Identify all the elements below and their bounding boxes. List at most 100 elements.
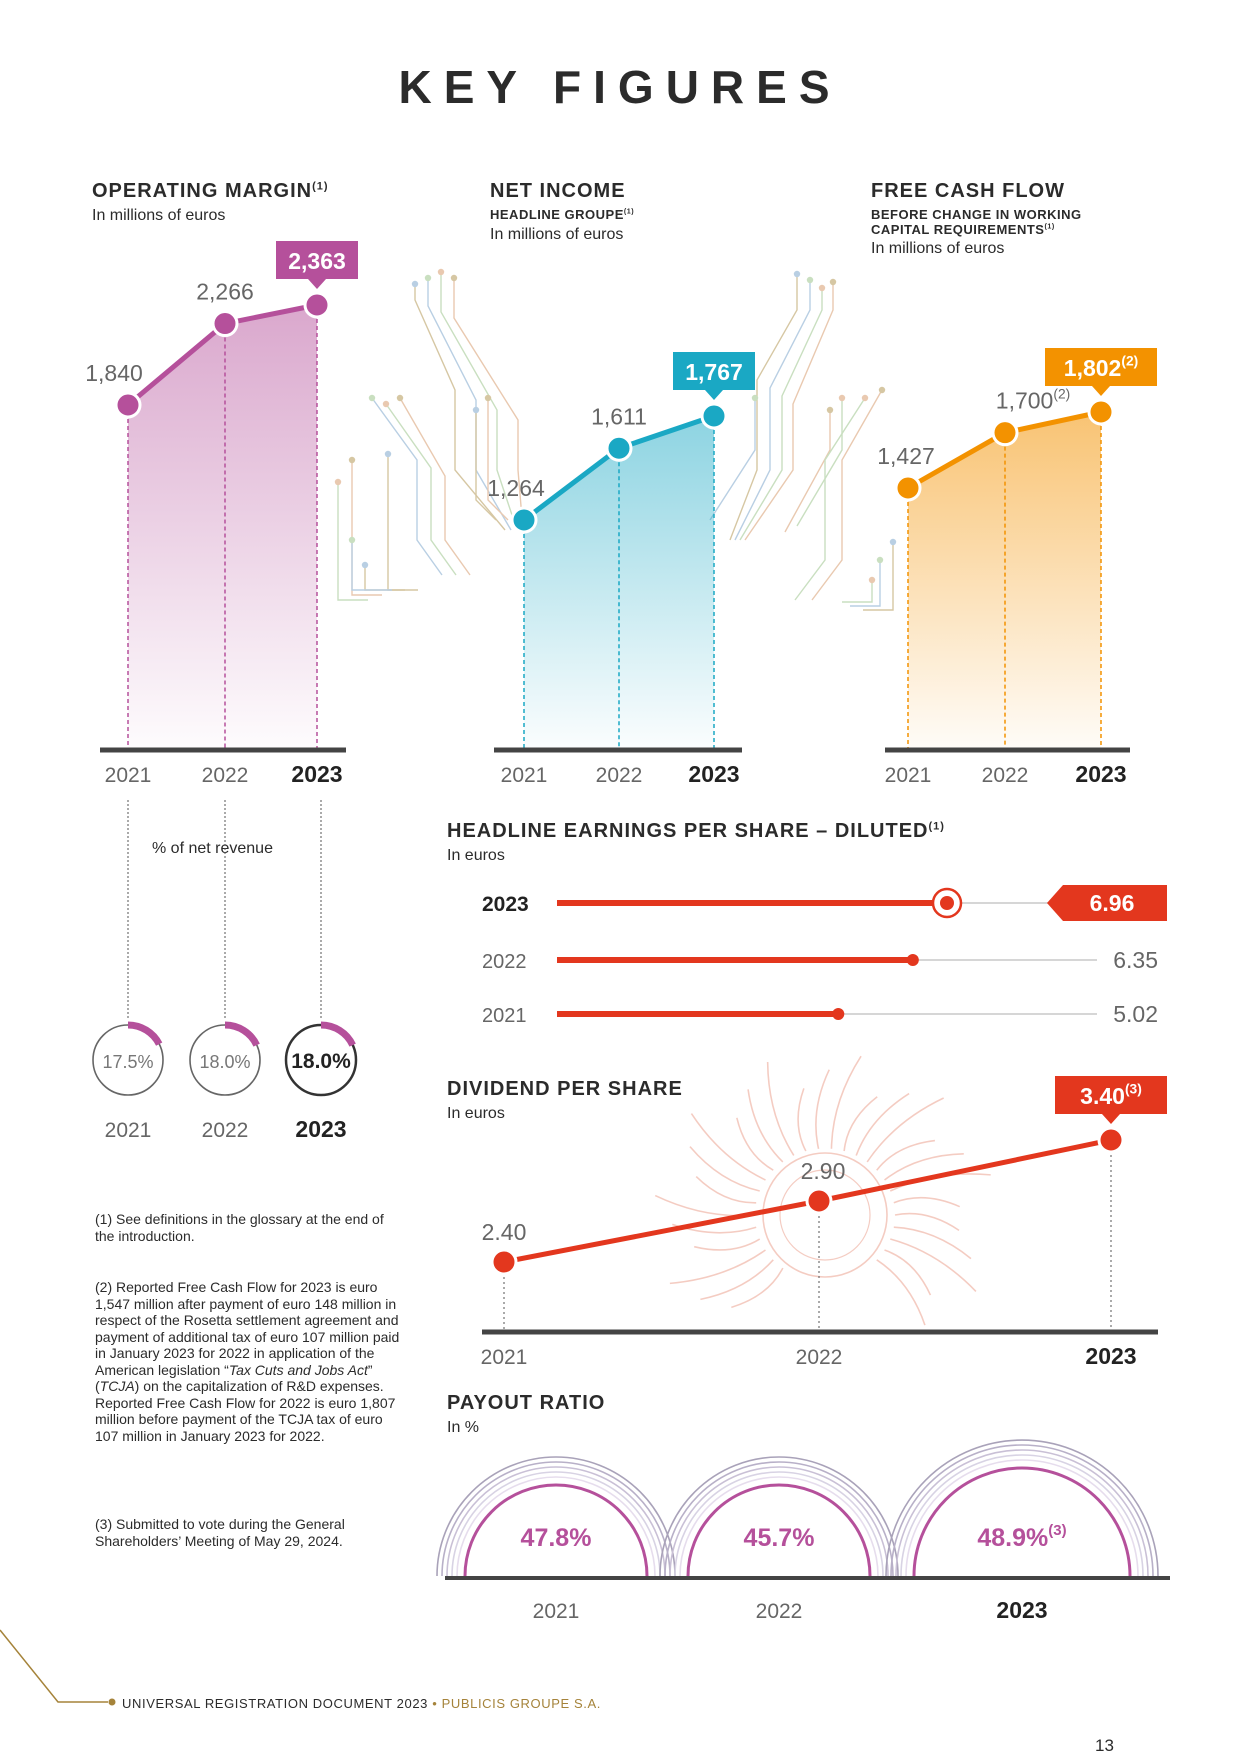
payout_ratio-halo — [451, 1471, 661, 1577]
fcf-subtitle-line2: CAPITAL REQUIREMENTS — [871, 222, 1045, 237]
fcf-header: FREE CASH FLOW BEFORE CHANGE IN WORKING … — [871, 180, 1082, 258]
free_cash_flow-value-label-box — [1045, 348, 1157, 386]
circuit-node — [793, 270, 801, 278]
net_income-point — [605, 434, 633, 462]
payout_ratio-halo — [885, 1439, 1159, 1577]
circuit-trace — [453, 278, 524, 531]
sun-flame — [843, 1096, 878, 1152]
footnote-1: (1) See definitions in the glossary at t… — [95, 1211, 384, 1244]
payout_ratio-arc — [463, 1483, 649, 1577]
operating_margin-tick-label: 2021 — [105, 764, 152, 787]
sun-flame — [815, 1069, 830, 1149]
payout_ratio-tick-label: 2022 — [756, 1600, 803, 1623]
sun-face — [762, 1152, 888, 1278]
dividend_per_share-value-label: 2.90 — [801, 1158, 846, 1184]
operating-margin-title: OPERATING MARGIN — [92, 180, 313, 202]
payout_ratio-halo — [659, 1456, 899, 1577]
sun-flame — [830, 1055, 862, 1149]
sun-flame — [700, 1259, 774, 1301]
dividend-title: DIVIDEND PER SHARE — [447, 1078, 683, 1100]
dividend_per_share-value-label-box — [1055, 1076, 1167, 1114]
circuit-trace — [811, 389, 883, 601]
operating_margin-value-label: 2,363 — [288, 248, 346, 274]
circuit-trace — [734, 280, 811, 541]
free_cash_flow-tick-label: 2022 — [982, 764, 1029, 787]
margin-rate-label: % of net revenue — [152, 840, 273, 857]
operating_margin_rate-tick-label: 2023 — [295, 1116, 346, 1142]
headline_eps_diluted-value-label: 6.96 — [1090, 890, 1135, 916]
circuit-node — [368, 394, 376, 402]
circuit-node — [838, 394, 846, 402]
headline_eps_diluted-value-box — [1047, 885, 1167, 921]
free_cash_flow-tick-label: 2023 — [1075, 761, 1126, 787]
headline_eps_diluted-category-label: 2023 — [482, 893, 529, 916]
circuit-trace — [364, 565, 405, 591]
headline_eps_diluted-value-label: 6.35 — [1113, 947, 1158, 973]
payout_ratio-halo — [456, 1476, 656, 1577]
payout_ratio-arc — [686, 1483, 872, 1577]
dividend_per_share-point — [1097, 1126, 1125, 1154]
footer-separator: • — [432, 1696, 438, 1711]
circuit-node — [424, 274, 432, 282]
payout_ratio-halo — [441, 1461, 671, 1577]
circuit-trace — [744, 282, 834, 541]
operating_margin-point — [114, 391, 142, 419]
headline_eps_diluted-marker — [940, 896, 954, 910]
circuit-trace — [337, 482, 368, 601]
circuit-node — [396, 394, 404, 402]
circuit-trace — [794, 397, 866, 601]
circuit-node — [334, 478, 342, 486]
circuit-node — [472, 406, 480, 414]
circuit-trace — [399, 397, 471, 576]
circuit-trace — [414, 284, 506, 531]
sun-flame — [894, 1212, 960, 1232]
payout-header: PAYOUT RATIO In % — [447, 1392, 605, 1437]
sun-flame — [766, 1061, 795, 1156]
free_cash_flow-value-label-pointer — [1092, 386, 1110, 396]
operating_margin-tick-label: 2023 — [291, 761, 342, 787]
net_income-point — [510, 506, 538, 534]
sun-flame — [855, 1092, 910, 1156]
circuit-trace — [351, 540, 392, 591]
net-income-title: NET INCOME — [490, 180, 626, 202]
net_income-value-label: 1,611 — [591, 403, 647, 429]
circuit-node — [889, 538, 897, 546]
net_income-value-label: 1,264 — [487, 475, 545, 501]
sun-flame — [893, 1196, 961, 1208]
circuit-trace — [842, 580, 873, 603]
operating_margin_rate-tick-label: 2021 — [105, 1119, 152, 1142]
headline_eps_diluted-category-label: 2022 — [482, 951, 527, 973]
payout_ratio-halo — [446, 1466, 666, 1577]
circuit-node — [411, 280, 419, 288]
payout_ratio-halo — [664, 1461, 894, 1577]
net_income-value-label-pointer — [705, 390, 723, 400]
headline_eps_diluted-marker — [832, 1008, 845, 1020]
circuit-trace — [440, 272, 518, 531]
payout_ratio-halo — [674, 1471, 884, 1577]
free_cash_flow-value-label: 1,700(2) — [996, 386, 1070, 413]
footer-dot — [108, 1698, 116, 1706]
footer: UNIVERSAL REGISTRATION DOCUMENT 2023 • P… — [122, 1696, 601, 1711]
circuit-trace — [475, 410, 497, 521]
sun-emblem-decoration — [654, 1055, 991, 1326]
circuit-trace — [739, 288, 823, 541]
dividend_per_share-tick-label: 2022 — [796, 1346, 843, 1369]
page-title: KEY FIGURES — [398, 61, 842, 113]
free_cash_flow-point — [894, 474, 922, 502]
circuit-node — [829, 278, 837, 286]
operating_margin-value-label-box — [276, 241, 358, 279]
net_income-point — [700, 402, 728, 430]
circuit-node — [348, 536, 356, 544]
payout_ratio-halo — [436, 1456, 676, 1577]
free_cash_flow-value-label: 1,427 — [877, 443, 935, 469]
payout-unit: In % — [447, 1419, 480, 1436]
operating_margin-value-label: 2,266 — [196, 279, 254, 305]
operating_margin-point — [211, 310, 239, 338]
circuit-node — [868, 576, 876, 584]
sun-face-inner — [779, 1169, 871, 1261]
operating_margin-value-label: 1,840 — [85, 360, 143, 386]
payout_ratio-value-label: 48.9%(3) — [977, 1522, 1066, 1552]
dividend_per_share-value-label: 2.40 — [482, 1219, 527, 1245]
sun-flame — [890, 1238, 977, 1292]
